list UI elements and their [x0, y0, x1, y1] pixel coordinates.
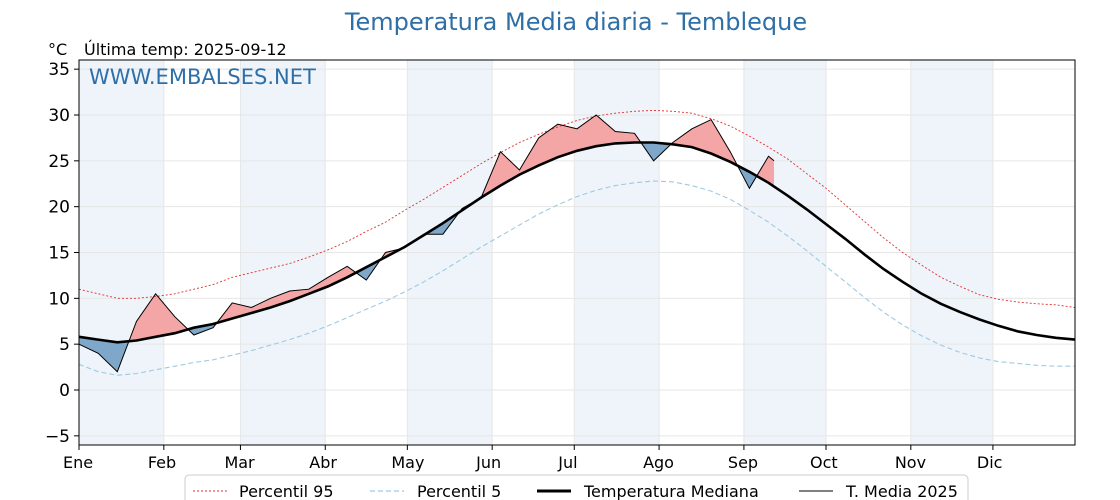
- series-line-media-2025: [78, 114, 775, 373]
- warm-anomaly-fill-13: [756, 156, 775, 187]
- last-temp-label: Última temp: 2025-09-12: [84, 40, 287, 59]
- x-tick-label-Jul: Jul: [557, 453, 577, 472]
- chart-title: Temperatura Media diaria - Tembleque: [344, 8, 808, 36]
- warm-anomaly-fill-11: [670, 119, 738, 166]
- series-line-percentil-5: [78, 180, 1075, 376]
- cold-anomaly-fill-12: [737, 164, 757, 189]
- cold-anomaly-fill-0: [79, 336, 129, 372]
- y-tick-label: 30: [48, 106, 70, 126]
- x-tick-label-Sep: Sep: [728, 453, 758, 472]
- series-line-mediana: [78, 141, 1076, 344]
- cold-anomaly-fill-8: [425, 212, 460, 235]
- x-tick-label-Mar: Mar: [224, 453, 255, 472]
- y-axis-ticks: −5 0 5 10 15 20 25 30 35: [45, 60, 79, 447]
- x-tick-label-Ago: Ago: [643, 453, 674, 472]
- x-tick-label-Ene: Ene: [63, 453, 93, 472]
- y-tick-label: 15: [48, 244, 70, 264]
- x-tick-label-Dic: Dic: [977, 453, 1003, 472]
- cold-anomaly-fill-4: [355, 259, 380, 280]
- x-axis-ticks: Ene Feb Mar Abr May Jun Jul Ago Sep Oct Nov Dic: [63, 445, 1002, 472]
- y-tick-label: 5: [59, 335, 70, 355]
- x-tick-label-Abr: Abr: [309, 453, 337, 472]
- legend-label-2025: T. Media 2025: [845, 482, 958, 500]
- y-tick-label: 35: [48, 60, 70, 80]
- x-tick-label-May: May: [391, 453, 424, 472]
- warm-anomaly-fill-3: [215, 266, 356, 325]
- cold-anomaly-fill-10: [639, 141, 671, 161]
- legend-label-p5: Percentil 5: [417, 482, 501, 500]
- x-tick-label-Nov: Nov: [895, 453, 926, 472]
- y-tick-label: 25: [48, 152, 70, 172]
- legend-box: [184, 474, 969, 500]
- x-tick-label-Feb: Feb: [148, 453, 176, 472]
- y-tick-label: −5: [45, 427, 70, 447]
- y-tick-label: 20: [48, 198, 70, 218]
- warm-anomaly-fill-1: [128, 293, 188, 343]
- warm-anomaly-fill-9: [459, 115, 640, 213]
- series-line-percentil-95: [78, 109, 1076, 308]
- legend-label-median: Temperatura Mediana: [583, 482, 759, 500]
- watermark: WWW.EMBALSES.NET: [89, 65, 316, 89]
- y-tick-label: 10: [48, 289, 70, 309]
- x-tick-label-Oct: Oct: [810, 453, 838, 472]
- series-lines: [78, 109, 1076, 376]
- unit-label: °C: [48, 40, 67, 59]
- legend-label-p95: Percentil 95: [239, 482, 334, 500]
- legend: Percentil 95 Percentil 5 Temperatura Med…: [184, 474, 969, 500]
- x-tick-label-Jun: Jun: [475, 453, 501, 472]
- y-tick-label: 0: [59, 381, 70, 401]
